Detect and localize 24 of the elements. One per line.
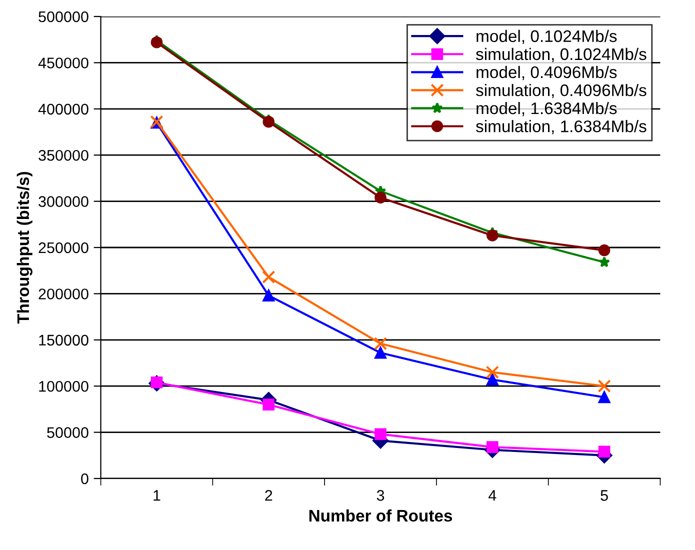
x-tick-label: 5 [600, 490, 608, 501]
legend-label: model, 1.6384Mb/s [476, 102, 617, 116]
y-tick-label: 500000 [38, 11, 88, 22]
x-tick-label: 2 [265, 490, 272, 501]
legend-label: simulation, 0.4096Mb/s [476, 84, 646, 98]
x-axis-title: Number of Routes [309, 509, 452, 522]
legend-label: model, 0.4096Mb/s [476, 66, 617, 80]
legend-label: model, 0.1024Mb/s [476, 30, 617, 44]
y-tick-label: 300000 [38, 196, 88, 207]
y-tick-label: 200000 [38, 288, 88, 300]
y-tick-label: 450000 [38, 58, 88, 68]
x-tick-label: 3 [376, 490, 384, 501]
y-tick-label: 400000 [38, 104, 88, 115]
y-tick-label: 100000 [39, 380, 88, 392]
y-tick-label: 50000 [47, 427, 88, 438]
y-tick-label: 150000 [39, 334, 88, 346]
x-tick-label: 1 [154, 490, 160, 501]
y-tick-label: 250000 [38, 242, 88, 254]
y-tick-label: 350000 [38, 150, 88, 161]
y-axis-title: Throughput (bits/s) [16, 172, 32, 324]
x-tick-label: 4 [488, 490, 496, 501]
legend-label: simulation, 0.1024Mb/s [476, 48, 646, 62]
legend-label: simulation, 1.6384Mb/s [476, 120, 646, 134]
y-tick-label: 0 [81, 473, 88, 484]
